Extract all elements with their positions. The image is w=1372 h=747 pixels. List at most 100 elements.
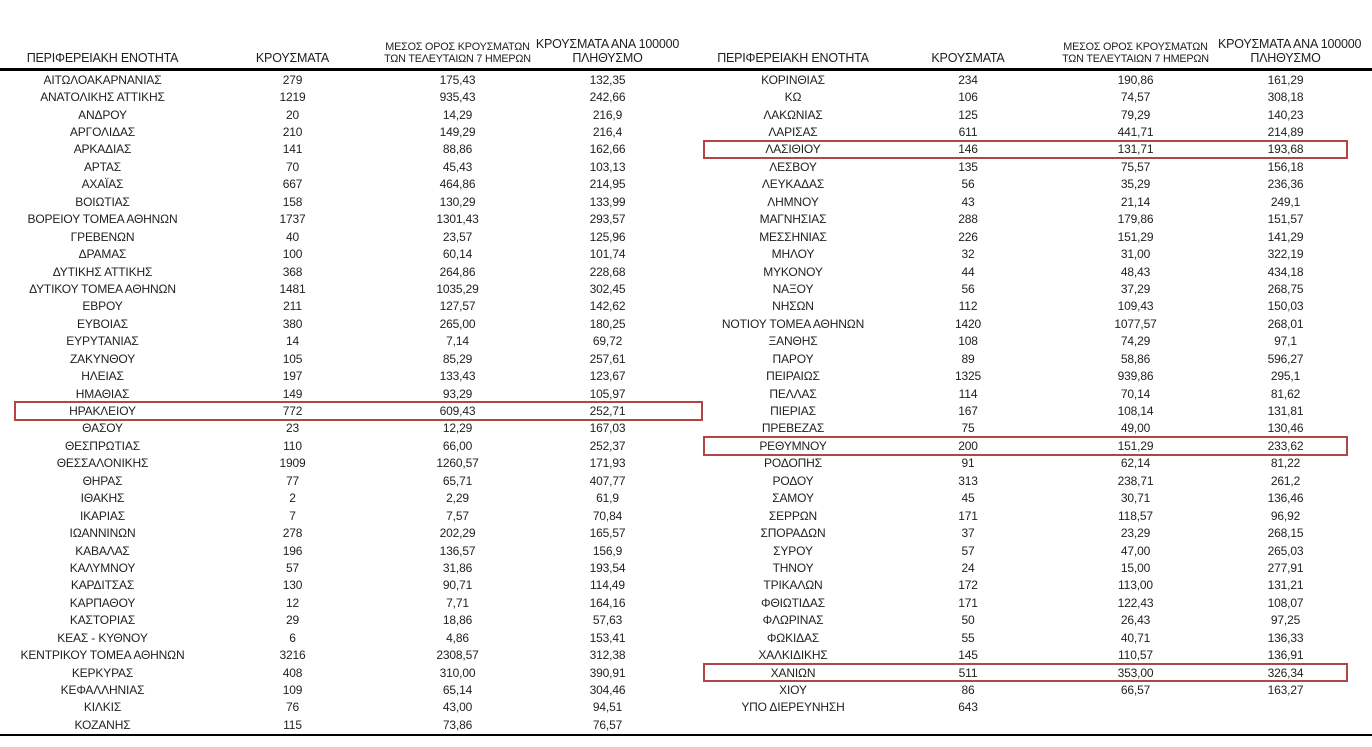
avg7-cell: 43,00 — [442, 700, 473, 715]
per100k-cell: 193,54 — [589, 560, 626, 575]
avg7-cell: 26,43 — [1120, 613, 1151, 628]
cases-cell: 14 — [285, 334, 300, 349]
per100k-cell: 308,18 — [1267, 90, 1304, 105]
region-cell: ΛΕΣΒΟΥ — [769, 159, 817, 174]
region-cell: ΕΒΡΟΥ — [82, 299, 123, 314]
cases-cell: 145 — [958, 648, 978, 663]
table-row-highlighted: ΧΑΝΙΩΝ 511 353,00 326,34 — [703, 662, 1372, 683]
header-avg7-line2: ΤΩΝ ΤΕΛΕΥΤΑΙΩΝ 7 ΗΜΕΡΩΝ — [1062, 52, 1209, 65]
cases-cell: 89 — [961, 351, 975, 366]
avg7-cell: 48,43 — [1120, 264, 1151, 279]
avg7-cell: 21,14 — [1120, 194, 1151, 209]
avg7-cell: 179,86 — [1117, 212, 1154, 227]
per100k-cell: 171,93 — [589, 456, 626, 471]
per100k-cell: 162,66 — [589, 142, 626, 157]
cases-cell: 108 — [958, 334, 978, 349]
avg7-cell: 65,14 — [442, 683, 473, 698]
avg7-cell: 73,86 — [442, 717, 473, 732]
table-row: ΛΗΜΝΟΥ 43 21,14 249,1 — [703, 193, 1372, 210]
avg7-cell: 4,86 — [446, 630, 469, 645]
avg7-cell: 1260,57 — [436, 456, 479, 471]
per100k-cell: 132,35 — [589, 72, 626, 87]
table-row: ΚΙΛΚΙΣ 76 43,00 94,51 — [0, 699, 703, 716]
avg7-cell: 88,86 — [442, 142, 473, 157]
left-table-header: ΠΕΡΙΦΕΡΕΙΑΚΗ ΕΝΟΤΗΤΑ ΚΡΟΥΣΜΑΤΑ ΜΕΣΟΣ ΟΡΟ… — [0, 0, 703, 68]
per100k-cell: 123,67 — [589, 369, 626, 384]
per100k-cell: 81,62 — [1270, 386, 1301, 401]
region-cell: ΠΕΙΡΑΙΩΣ — [766, 369, 820, 384]
table-row: ΝΟΤΙΟΥ ΤΟΜΕΑ ΑΘΗΝΩΝ 1420 1077,57 268,01 — [703, 315, 1372, 332]
right-table-body: ΚΟΡΙΝΘΙΑΣ 234 190,86 161,29 ΚΩ 106 74,57 308,18… — [703, 71, 1372, 716]
table-row: ΚΑΛΥΜΝΟΥ 57 31,86 193,54 — [0, 559, 703, 576]
avg7-cell: 151,29 — [1117, 229, 1154, 244]
region-cell: ΘΑΣΟΥ — [82, 421, 123, 436]
table-row: ΜΕΣΣΗΝΙΑΣ 226 151,29 141,29 — [703, 228, 1372, 245]
region-cell: ΣΠΟΡΑΔΩΝ — [760, 526, 826, 541]
avg7-cell: 175,43 — [439, 72, 476, 87]
cases-cell: 667 — [282, 177, 303, 192]
table-row: ΚΕΦΑΛΛΗΝΙΑΣ 109 65,14 304,46 — [0, 681, 703, 698]
avg7-cell: 118,57 — [1118, 508, 1153, 523]
per100k-cell: 153,41 — [589, 630, 626, 645]
avg7-cell: 15,00 — [1120, 560, 1151, 575]
header-rule — [0, 68, 1372, 71]
cases-cell: 511 — [958, 665, 978, 680]
table-row: ΝΗΣΩΝ 112 109,43 150,03 — [703, 298, 1372, 315]
avg7-cell: 40,71 — [1120, 630, 1151, 645]
avg7-cell: 23,57 — [442, 229, 473, 244]
table-row: ΚΕΝΤΡΙΚΟΥ ΤΟΜΕΑ ΑΘΗΝΩΝ 3216 2308,57 312,38 — [0, 646, 703, 663]
region-cell: ΖΑΚΥΝΘΟΥ — [69, 351, 136, 366]
bottom-rule — [0, 734, 1372, 736]
left-table: ΠΕΡΙΦΕΡΕΙΑΚΗ ΕΝΟΤΗΤΑ ΚΡΟΥΣΜΑΤΑ ΜΕΣΟΣ ΟΡΟ… — [0, 0, 703, 732]
avg7-cell: 1035,29 — [436, 281, 479, 296]
table-row: ΚΑΡΔΙΤΣΑΣ 130 90,71 114,49 — [0, 577, 703, 594]
table-row-highlighted: ΛΑΣΙΘΙΟΥ 146 131,71 193,68 — [703, 139, 1372, 160]
avg7-cell: 131,71 — [1117, 142, 1154, 157]
cases-cell: 44 — [961, 264, 975, 279]
table-row: ΜΗΛΟΥ 32 31,00 322,19 — [703, 245, 1372, 262]
region-cell: ΤΗΝΟΥ — [772, 560, 814, 575]
per100k-cell: 140,23 — [1267, 107, 1304, 122]
header-per100k-line2: ΠΛΗΘΥΣΜΟ — [572, 51, 643, 65]
cases-cell: 100 — [282, 247, 303, 262]
table-row: ΔΥΤΙΚΗΣ ΑΤΤΙΚΗΣ 368 264,86 228,68 — [0, 263, 703, 280]
cases-cell: 7 — [289, 508, 296, 523]
avg7-cell: 609,43 — [439, 404, 476, 419]
per100k-cell: 390,91 — [589, 665, 626, 680]
region-cell: ΑΝΔΡΟΥ — [78, 107, 127, 122]
per100k-cell: 70,84 — [592, 508, 623, 523]
header-avg7: ΜΕΣΟΣ ΟΡΟΣ ΚΡΟΥΣΜΑΤΩΝ ΤΩΝ ΤΕΛΕΥΤΑΙΩΝ 7 Η… — [1053, 41, 1218, 65]
table-row-highlighted: ΡΕΘΥΜΝΟΥ 200 151,29 233,62 — [703, 436, 1372, 457]
per100k-cell: 130,46 — [1267, 421, 1304, 436]
table-row: ΘΑΣΟΥ 23 12,29 167,03 — [0, 420, 703, 437]
table-row: ΣΑΜΟΥ 45 30,71 136,46 — [703, 490, 1372, 507]
region-cell: ΚΑΣΤΟΡΙΑΣ — [69, 613, 136, 628]
table-row: ΝΑΞΟΥ 56 37,29 268,75 — [703, 280, 1372, 297]
cases-cell: 114 — [958, 386, 978, 401]
avg7-cell: 353,00 — [1117, 665, 1154, 680]
table-row: ΡΟΔΟΠΗΣ 91 62,14 81,22 — [703, 455, 1372, 472]
cases-cell: 611 — [958, 125, 978, 140]
cases-cell: 55 — [961, 630, 975, 645]
region-cell: ΧΙΟΥ — [779, 683, 807, 698]
avg7-cell: 151,29 — [1117, 438, 1154, 453]
table-row: ΦΩΚΙΔΑΣ 55 40,71 136,33 — [703, 629, 1372, 646]
table-row: ΑΙΤΩΛΟΑΚΑΡΝΑΝΙΑΣ 279 175,43 132,35 — [0, 71, 703, 88]
per100k-cell: 236,36 — [1267, 177, 1304, 192]
table-row: ΙΚΑΡΙΑΣ 7 7,57 70,84 — [0, 507, 703, 524]
cases-cell: 106 — [958, 90, 978, 105]
cases-cell: 408 — [282, 665, 303, 680]
cases-cell: 279 — [282, 72, 303, 87]
avg7-cell: 18,86 — [442, 613, 473, 628]
table-row: ΔΥΤΙΚΟΥ ΤΟΜΕΑ ΑΘΗΝΩΝ 1481 1035,29 302,45 — [0, 280, 703, 297]
per100k-cell: 277,91 — [1267, 560, 1304, 575]
table-row: ΚΕΡΚΥΡΑΣ 408 310,00 390,91 — [0, 664, 703, 681]
per100k-cell: 180,25 — [589, 316, 626, 331]
region-cell: ΘΕΣΣΑΛΟΝΙΚΗΣ — [56, 456, 149, 471]
table-row: ΠΕΛΛΑΣ 114 70,14 81,62 — [703, 385, 1372, 402]
avg7-cell: 93,29 — [442, 386, 473, 401]
table-row: ΚΑΒΑΛΑΣ 196 136,57 156,9 — [0, 542, 703, 559]
cases-cell: 70 — [285, 159, 300, 174]
cases-cell: 105 — [282, 351, 303, 366]
